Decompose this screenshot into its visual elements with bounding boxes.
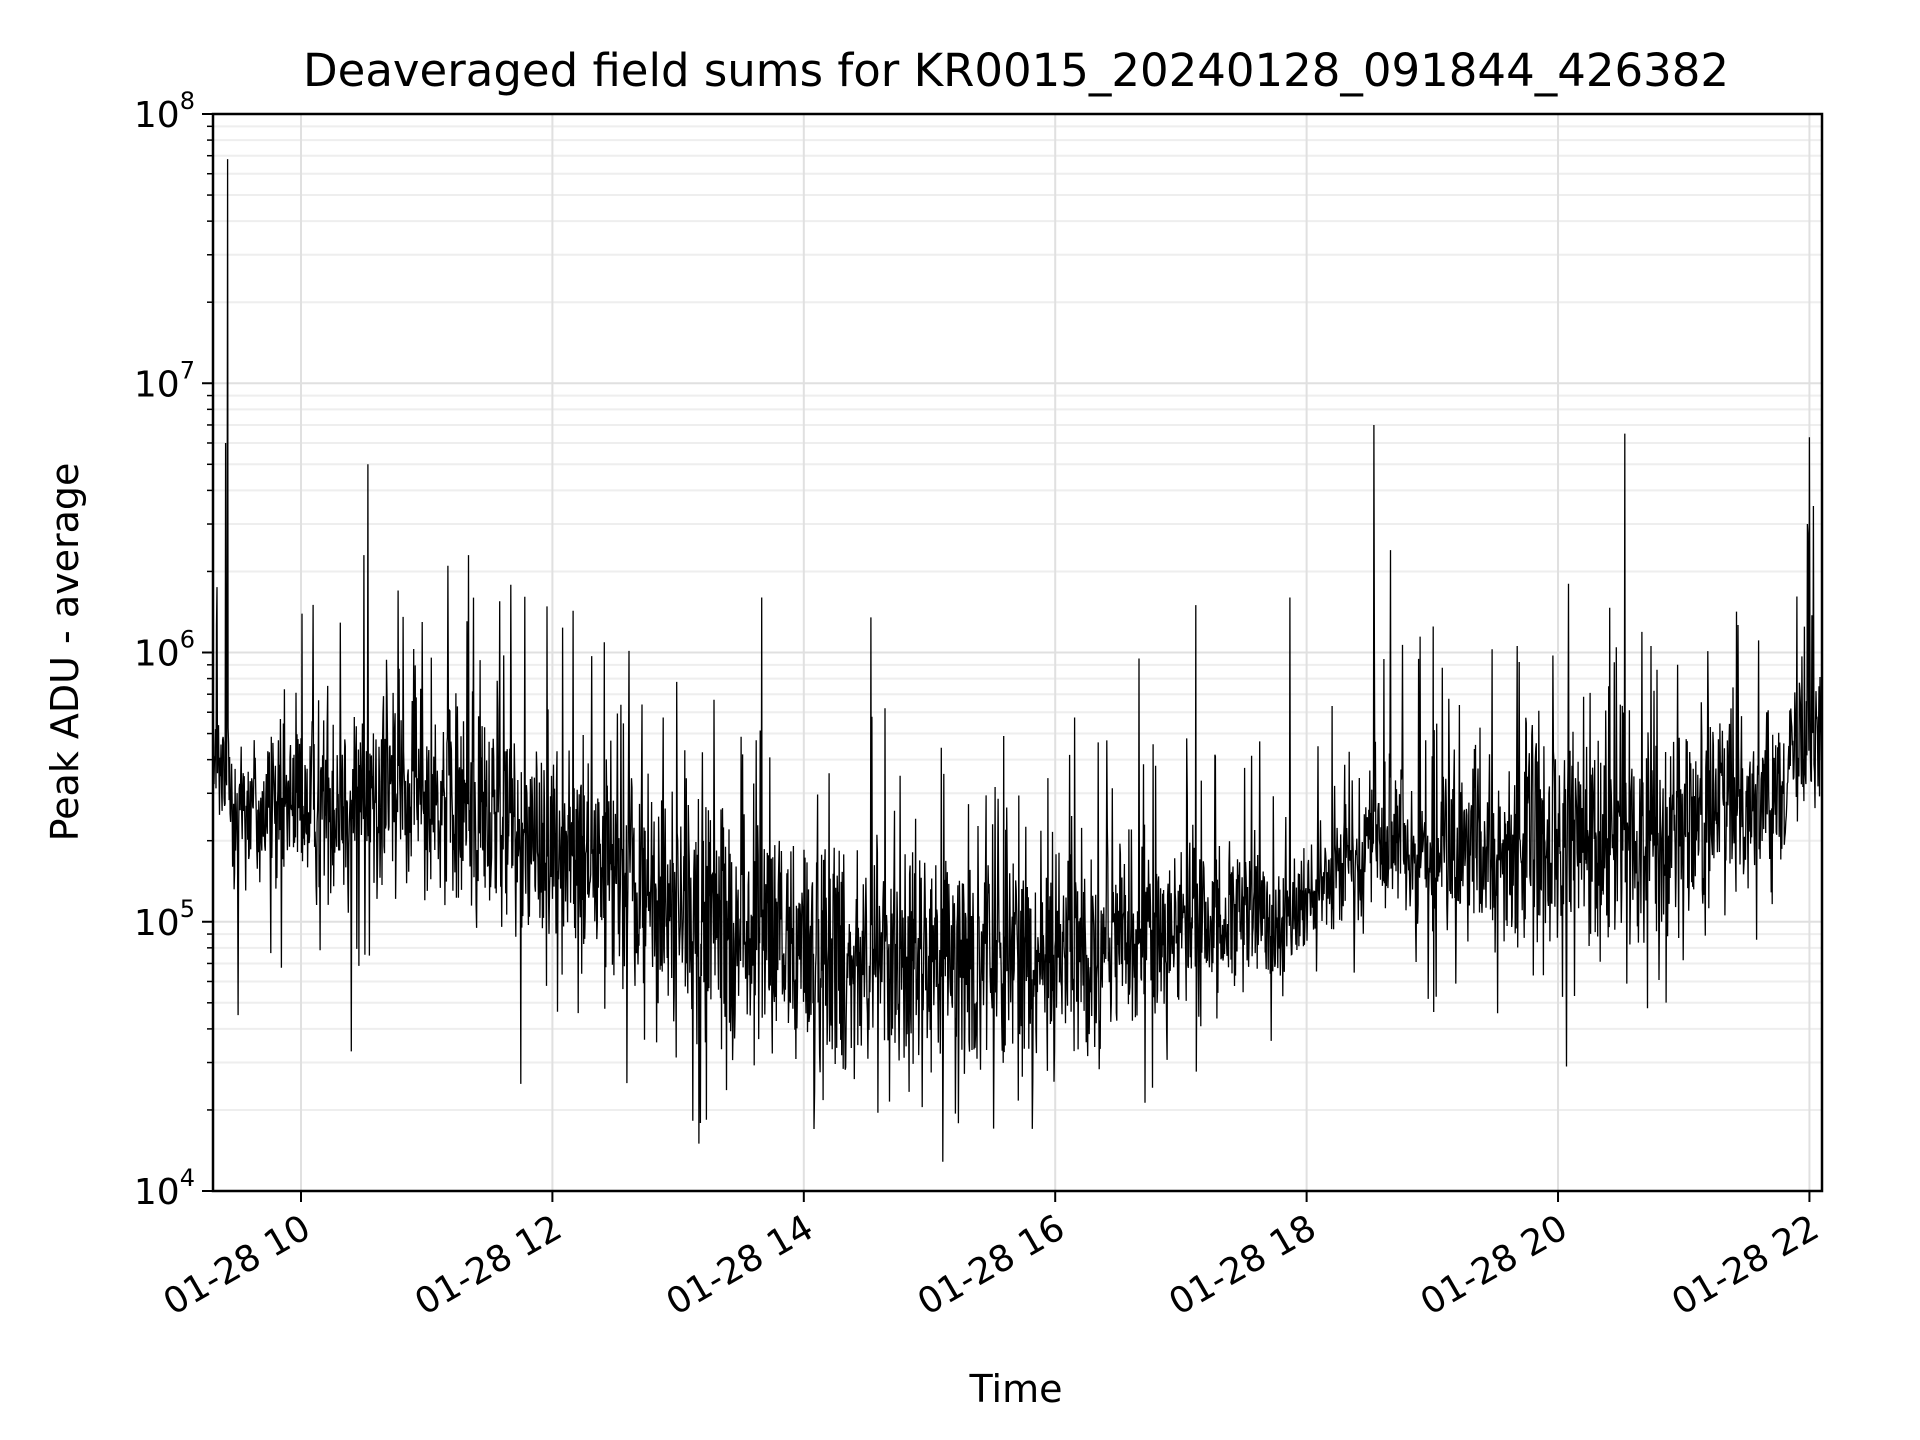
series-line	[212, 159, 1823, 1162]
y-tick-exponent: 8	[180, 87, 195, 115]
grid	[213, 113, 1822, 1192]
x-axis-label: Time	[969, 1367, 1063, 1411]
y-tick-label: 108	[134, 87, 195, 136]
x-tick-label: 01-28 20	[1414, 1207, 1575, 1323]
x-axis: 01-28 10 01-28 12 01-28 14 01-28 16 01-28 18…	[157, 1191, 1826, 1324]
y-tick-exponent: 7	[180, 356, 195, 384]
x-tick-label: 01-28 16	[911, 1207, 1072, 1323]
y-tick-exponent: 4	[180, 1164, 195, 1192]
y-tick-base: 10	[134, 95, 180, 136]
y-tick-label: 105	[134, 895, 195, 944]
y-tick-base: 10	[134, 364, 180, 405]
y-tick-label: 104	[134, 1164, 195, 1213]
y-tick-base: 10	[134, 1172, 180, 1213]
chart-title: Deaveraged field sums for KR0015_2024012…	[303, 44, 1729, 97]
y-tick-base: 10	[134, 903, 180, 944]
x-tick-label: 01-28 18	[1162, 1207, 1323, 1323]
y-tick-base: 10	[134, 634, 180, 675]
x-tick-label: 01-28 14	[660, 1207, 821, 1323]
x-tick-label: 01-28 10	[157, 1207, 318, 1323]
series-line-group	[212, 159, 1823, 1162]
y-tick-exponent: 5	[180, 895, 195, 923]
x-tick-label: 01-28 22	[1665, 1207, 1826, 1323]
y-tick-label: 106	[134, 626, 195, 675]
y-axis-label: Peak ADU - average	[43, 463, 87, 842]
x-tick-label: 01-28 12	[408, 1207, 569, 1323]
y-tick-exponent: 6	[180, 626, 195, 654]
y-tick-label: 107	[134, 356, 195, 405]
